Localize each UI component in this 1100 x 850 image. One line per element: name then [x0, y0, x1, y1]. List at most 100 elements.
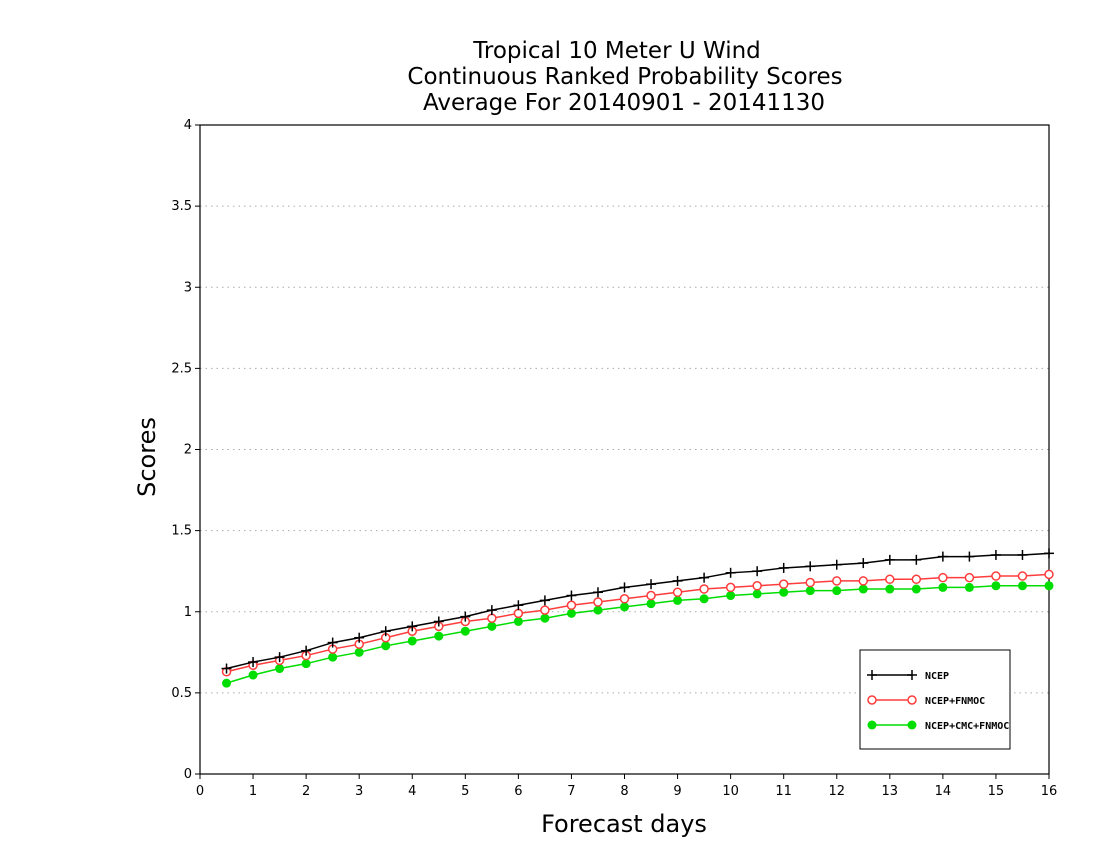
x-tick-label: 10: [722, 784, 739, 799]
data-point: [566, 600, 577, 611]
data-point: [460, 626, 470, 636]
data-point: [513, 608, 524, 619]
data-point: [540, 613, 550, 623]
x-tick-label: 9: [673, 784, 681, 799]
data-point: [434, 631, 444, 641]
data-point: [327, 637, 338, 648]
data-point: [990, 549, 1001, 560]
data-point: [726, 591, 736, 601]
data-point: [275, 664, 285, 674]
data-point: [646, 590, 656, 601]
chart-title: Tropical 10 Meter U Wind Continuous Rank…: [407, 38, 842, 116]
data-point: [858, 576, 869, 586]
legend-label: NCEP+CMC+FNMOC: [925, 721, 1009, 732]
y-tick-label: 1.5: [171, 524, 192, 539]
data-point: [619, 582, 630, 593]
data-point: [938, 572, 948, 583]
legend-label: NCEP+FNMOC: [925, 696, 985, 707]
y-tick-label: 2.5: [171, 361, 192, 376]
data-point: [911, 584, 921, 594]
data-point: [460, 611, 471, 622]
data-point: [301, 645, 312, 656]
legend-marker: [907, 695, 917, 705]
legend-entries: NCEP NCEP+FNMOC NCEP+CMC+FNMOC: [867, 670, 1009, 732]
data-point: [911, 574, 922, 585]
x-tick-label: 3: [355, 784, 363, 799]
x-tick-label: 11: [775, 784, 792, 799]
data-point: [221, 663, 232, 674]
data-point: [673, 595, 683, 605]
data-point: [779, 587, 789, 597]
legend: NCEP NCEP+FNMOC NCEP+CMC+FNMOC: [859, 649, 1011, 750]
data-point: [381, 641, 391, 651]
data-point: [248, 657, 259, 668]
data-point: [619, 594, 630, 604]
data-point: [1044, 548, 1054, 559]
x-tick-label: 14: [935, 784, 952, 799]
legend-marker: [867, 720, 877, 730]
data-point: [805, 586, 815, 596]
data-point: [884, 554, 895, 565]
data-point: [885, 574, 895, 585]
y-tick-label: 4: [184, 118, 192, 133]
data-point: [566, 590, 577, 601]
data-point: [1017, 549, 1028, 560]
data-point: [752, 589, 762, 599]
data-point: [1044, 581, 1054, 591]
data-point: [858, 558, 869, 569]
data-point: [646, 579, 657, 590]
legend-marker: [907, 670, 917, 680]
legend-label: NCEP: [925, 671, 949, 682]
data-point: [672, 575, 683, 586]
x-tick-label: 4: [408, 784, 416, 799]
data-point: [725, 582, 736, 593]
data-point: [222, 678, 232, 688]
chart-title-line-3: Average For 20140901 - 20141130: [423, 90, 825, 116]
data-point: [991, 571, 1001, 581]
data-point: [805, 577, 815, 588]
axis-ticks: 00.511.522.533.540 1 2 3 4 5 6 7 8 9 10 11 12 13 14 15 1…: [171, 118, 1057, 799]
data-point: [885, 584, 895, 594]
data-point: [991, 581, 1001, 591]
data-point: [646, 599, 656, 609]
data-point: [832, 586, 842, 596]
data-point: [301, 659, 311, 669]
x-tick-label: 2: [302, 784, 310, 799]
data-point: [513, 616, 523, 626]
data-point: [1017, 581, 1027, 591]
data-point: [831, 559, 842, 570]
x-tick-label: 5: [461, 784, 469, 799]
data-point: [778, 579, 789, 589]
x-tick-label: 13: [882, 784, 899, 799]
x-tick-label: 12: [828, 784, 845, 799]
data-point: [274, 652, 285, 663]
x-tick-label: 1: [249, 784, 257, 799]
data-point: [248, 670, 258, 680]
data-point: [593, 597, 603, 607]
x-tick-label: 16: [1041, 784, 1058, 799]
x-axis-label: Forecast days: [541, 810, 707, 838]
data-point: [380, 626, 391, 637]
data-point: [620, 602, 629, 612]
x-tick-label: 7: [567, 784, 575, 799]
data-point: [911, 554, 922, 565]
data-point: [752, 581, 762, 591]
y-tick-label: 1: [184, 605, 192, 620]
legend-marker: [867, 695, 877, 705]
data-point: [487, 613, 497, 623]
data-point: [832, 576, 842, 586]
y-axis-label: Scores: [133, 417, 161, 497]
data-point: [937, 551, 948, 562]
data-point: [354, 647, 364, 657]
data-point: [407, 636, 417, 646]
x-tick-label: 0: [196, 784, 204, 799]
data-point: [539, 595, 550, 606]
x-tick-label: 8: [620, 784, 628, 799]
data-point: [752, 566, 763, 577]
data-point: [672, 587, 683, 598]
y-tick-label: 0.5: [171, 686, 192, 701]
y-tick-label: 3.5: [171, 199, 192, 214]
x-tick-label: 6: [514, 784, 522, 799]
x-tick-label: 15: [988, 784, 1005, 799]
